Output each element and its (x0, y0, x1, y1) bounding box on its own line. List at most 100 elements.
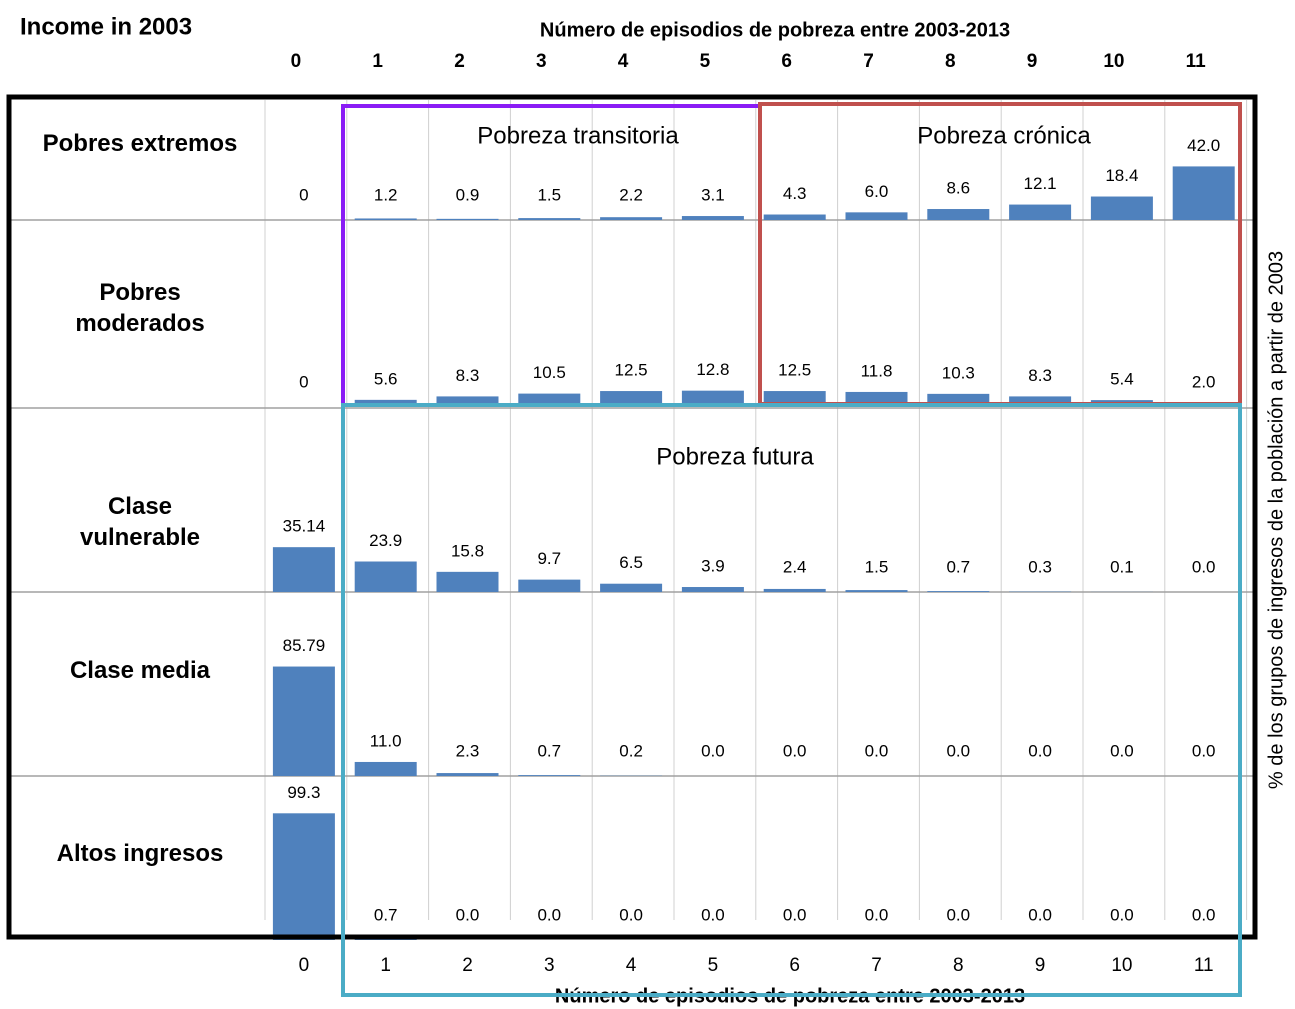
value-label: 10.3 (942, 363, 975, 382)
value-label: 3.1 (701, 185, 725, 204)
x-axis-title-top: Número de episodios de pobreza entre 200… (540, 19, 1010, 41)
bar (518, 775, 581, 776)
value-label: 5.6 (374, 369, 398, 388)
bar (354, 218, 417, 220)
value-label: 1.2 (374, 185, 398, 204)
value-label: 0.3 (1028, 557, 1052, 576)
value-label: 0.0 (619, 905, 643, 924)
bar (763, 588, 826, 592)
bar (1009, 204, 1072, 220)
value-label: 6.0 (865, 182, 889, 201)
value-label: 0.0 (946, 905, 970, 924)
value-label: 0.0 (783, 741, 807, 760)
value-label: 8.6 (946, 179, 970, 198)
bar (845, 212, 908, 220)
value-label: 0.0 (865, 741, 889, 760)
value-label: 5.4 (1110, 370, 1134, 389)
bar (354, 561, 417, 592)
x-tick-label: 9 (1035, 955, 1046, 976)
bar (681, 390, 744, 407)
bar (927, 591, 990, 592)
value-label: 8.3 (456, 366, 480, 385)
x-tick-label-top: 11 (1186, 51, 1207, 72)
bar (1172, 166, 1235, 220)
x-tick-label: 1 (380, 955, 391, 976)
x-tick-label: 4 (626, 955, 637, 976)
row-label: Clase media (69, 656, 211, 684)
x-tick-label-top: 5 (700, 51, 711, 72)
value-label: 11.0 (370, 731, 402, 750)
bar (354, 761, 417, 776)
x-tick-label-top: 10 (1103, 51, 1124, 72)
x-tick-label-top: 8 (945, 51, 956, 72)
annotation-label: Pobreza transitoria (477, 122, 679, 149)
value-label: 3.9 (701, 557, 725, 576)
value-label: 85.79 (283, 636, 326, 655)
value-label: 12.5 (778, 361, 811, 380)
value-label: 0.9 (456, 185, 480, 204)
x-tick-label-top: 7 (863, 51, 874, 72)
x-tick-label-top: 4 (618, 51, 629, 72)
value-label: 12.5 (615, 361, 648, 380)
value-label: 0.0 (701, 905, 725, 924)
x-tick-label-top: 6 (781, 51, 792, 72)
chart-title: Income in 2003 (20, 13, 192, 40)
bar (272, 813, 335, 940)
row-label: Altos ingresos (56, 839, 224, 867)
x-tick-label-top: 9 (1027, 51, 1038, 72)
bar (600, 217, 663, 220)
value-label: 0.0 (1028, 905, 1052, 924)
value-label: 2.2 (619, 185, 643, 204)
outer-frame (6, 94, 1258, 940)
bar (845, 590, 908, 592)
row-label: Pobres extremos (42, 129, 238, 157)
x-tick-label: 7 (871, 955, 882, 976)
value-label: 0.0 (865, 905, 889, 924)
x-tick-label: 8 (953, 955, 964, 976)
value-label: 9.7 (537, 549, 561, 568)
value-label: 2.0 (1192, 372, 1216, 391)
x-tick-label: 11 (1194, 955, 1214, 976)
value-label: 10.5 (533, 363, 566, 382)
value-label: 0.1 (1110, 557, 1134, 576)
annotation-box (341, 403, 1242, 997)
x-tick-label: 6 (789, 955, 800, 976)
bar (436, 773, 499, 776)
x-tick-label-top: 0 (291, 51, 302, 72)
x-tick-label-top: 2 (454, 51, 465, 72)
y-axis-title: % de los grupos de ingresos de la poblac… (1265, 251, 1287, 789)
bar (436, 218, 499, 220)
bar (272, 547, 335, 592)
value-label: 1.5 (537, 185, 561, 204)
value-label: 18.4 (1105, 166, 1138, 185)
value-label: 6.5 (619, 553, 643, 572)
annotation-label: Pobreza crónica (917, 122, 1091, 149)
bar (1009, 396, 1072, 407)
value-label: 1.5 (865, 557, 889, 576)
bar (681, 587, 744, 592)
value-label: 0 (299, 185, 308, 204)
bar (927, 209, 990, 220)
value-label: 0.0 (1110, 905, 1134, 924)
value-label: 0.0 (1192, 557, 1216, 576)
value-label: 0.0 (1192, 741, 1216, 760)
value-label: 99.3 (287, 783, 320, 802)
value-label: 0.0 (1028, 741, 1052, 760)
x-tick-label-top: 1 (372, 51, 383, 72)
bar (1090, 196, 1153, 220)
bar (763, 214, 826, 220)
value-label: 35.14 (283, 517, 326, 536)
value-label: 42.0 (1187, 136, 1220, 155)
value-label: 12.8 (696, 360, 729, 379)
value-label: 11.8 (861, 361, 893, 380)
value-label: 0.0 (783, 905, 807, 924)
bar (436, 396, 499, 407)
value-label: 0.7 (946, 557, 970, 576)
bar (436, 571, 499, 592)
value-label: 0 (299, 372, 308, 391)
value-label: 2.4 (783, 557, 807, 576)
x-tick-label-top: 3 (536, 51, 547, 72)
value-label: 0.0 (1192, 905, 1216, 924)
